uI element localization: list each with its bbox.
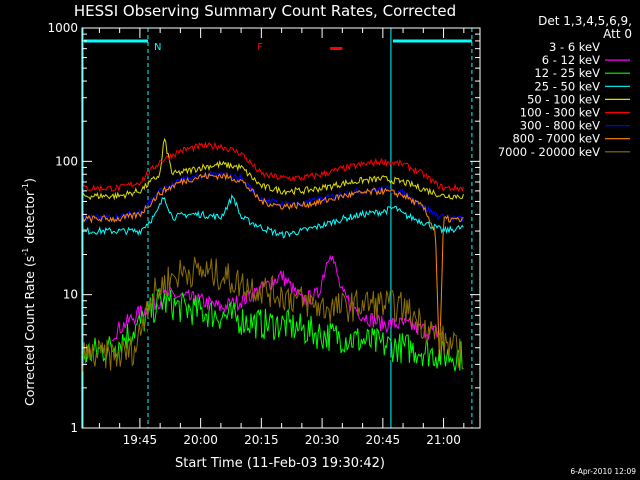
x-tick-label: 20:15 xyxy=(244,433,279,447)
legend-label-8: 7000 - 20000 keV xyxy=(498,145,600,159)
series-line-3 xyxy=(82,193,464,239)
legend-label-5: 100 - 300 keV xyxy=(520,106,600,120)
x-tick-label: 20:45 xyxy=(366,433,401,447)
y-tick-label: 10 xyxy=(63,288,78,302)
y-axis-label: Corrected Count Rate (s-1 detector-1) xyxy=(21,178,37,406)
legend-label-6: 300 - 800 keV xyxy=(520,119,600,133)
y-tick-label: 1 xyxy=(70,421,78,435)
legend-label-4: 50 - 100 keV xyxy=(527,92,600,106)
chart-title: HESSI Observing Summary Count Rates, Cor… xyxy=(74,2,456,20)
plot-frame xyxy=(81,27,481,429)
axes-layer: 1 10 100 1000 19:45 20:00 20:15 20:30 20:45 21:00 xyxy=(47,21,481,447)
series-line-5 xyxy=(82,141,464,193)
legend-label-7: 800 - 7000 keV xyxy=(512,132,600,146)
x-tick-label: 21:00 xyxy=(426,433,461,447)
x-tick-label: 20:00 xyxy=(183,433,218,447)
y-tick-label: 1000 xyxy=(47,21,78,35)
series-line-7 xyxy=(82,171,464,362)
legend-header-line2: Att 0 xyxy=(603,27,632,41)
flare-bar xyxy=(330,47,343,50)
legend-header-line1: Det 1,3,4,5,6,9, xyxy=(538,14,632,28)
x-axis-label: Start Time (11-Feb-03 19:30:42) xyxy=(175,456,385,471)
legend-label-3: 25 - 50 keV xyxy=(534,79,600,93)
series-line-6 xyxy=(82,171,464,223)
legend-label-0: 3 - 6 keV xyxy=(549,40,600,54)
x-tick-label: 20:30 xyxy=(305,433,340,447)
flag-n: N xyxy=(154,42,161,53)
date-stamp: 6-Apr-2010 12:09 xyxy=(570,467,636,476)
series-line-8 xyxy=(82,256,464,372)
series-line-4 xyxy=(82,137,464,201)
legend-label-1: 6 - 12 keV xyxy=(542,53,600,67)
flag-f: F xyxy=(257,42,263,53)
y-tick-label: 100 xyxy=(55,154,78,168)
x-tick-label: 19:45 xyxy=(123,433,158,447)
legend-label-2: 12 - 25 keV xyxy=(534,66,600,80)
